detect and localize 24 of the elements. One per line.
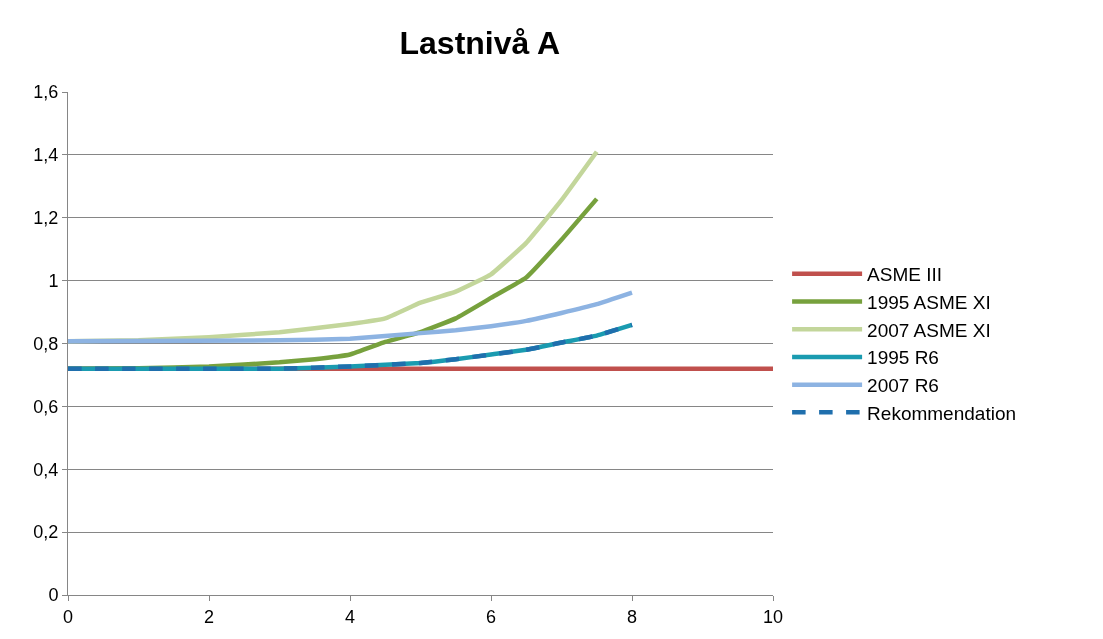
legend-label: Rekommendation <box>867 402 1017 424</box>
x-tick-label: 0 <box>62 606 74 627</box>
line-series <box>68 322 635 372</box>
legend-label: ASME III <box>867 264 943 286</box>
chart-title: Lastnivå A <box>399 25 561 62</box>
legend-label: 2007 R6 <box>867 375 939 397</box>
x-tick-label: 10 <box>762 606 784 627</box>
y-tick-label: 1,2 <box>33 208 59 229</box>
y-tick-label: 0,6 <box>33 396 59 417</box>
y-tick-label: 1 <box>48 270 59 291</box>
legend-label: 1995 R6 <box>867 347 939 369</box>
y-tick-label: 0,4 <box>33 459 59 480</box>
x-tick-label: 8 <box>626 606 638 627</box>
x-tick-label: 2 <box>203 606 215 627</box>
legend-label: 2007 ASME XI <box>867 319 991 341</box>
y-tick-label: 1,6 <box>33 82 59 103</box>
y-tick-label: 0,2 <box>33 522 59 543</box>
legend-label: 1995 ASME XI <box>867 291 991 313</box>
y-tick-label: 0,8 <box>33 333 59 354</box>
y-tick-label: 0 <box>48 585 59 606</box>
line-series <box>68 290 635 344</box>
y-tick-label: 1,4 <box>33 145 59 166</box>
x-tick-label: 4 <box>344 606 356 627</box>
x-tick-label: 6 <box>485 606 497 627</box>
